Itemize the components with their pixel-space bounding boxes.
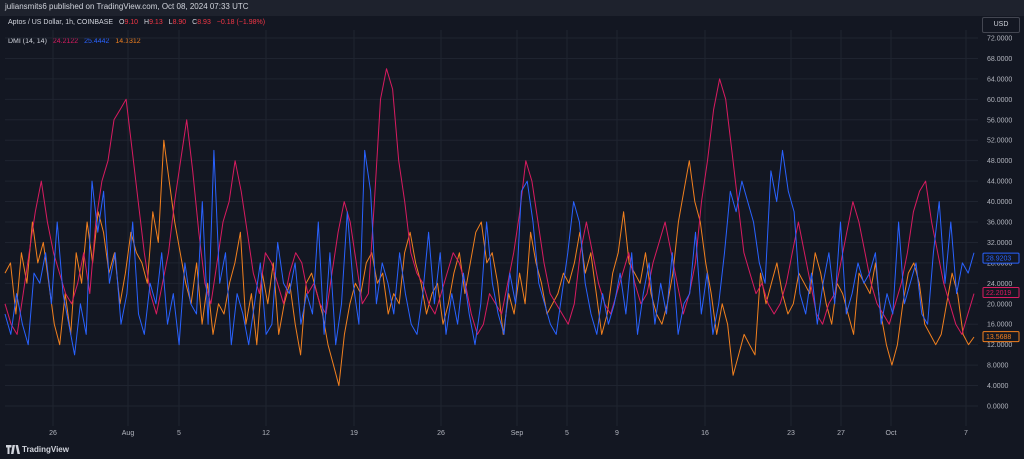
x-axis: 26 Aug 5 12 19 26 Sep 5 9 16 23 27 Oct 7: [49, 430, 968, 437]
high-value: 9.13: [149, 19, 163, 26]
x-tick-label: 7: [964, 430, 968, 437]
y-tick-label: 56.0000: [987, 117, 1012, 124]
footer-brand: TradingView: [22, 445, 69, 454]
series-line: [4, 149, 975, 356]
chart-series: [4, 68, 975, 387]
x-tick-label: 19: [350, 430, 358, 437]
y-tick-label: 28.0000: [987, 260, 1012, 267]
x-tick-label: 12: [262, 430, 270, 437]
x-tick-label: 5: [177, 430, 181, 437]
close-label: C: [192, 19, 198, 26]
x-tick-label: Aug: [122, 430, 135, 437]
y-tick-label: 20.0000: [987, 301, 1012, 308]
indicator-adx-value: 24.2122: [52, 38, 79, 45]
x-tick-label: 23: [787, 430, 795, 437]
y-tick-label: 32.0000: [987, 240, 1012, 247]
dmi-chart[interactable]: 72.0000 68.0000 64.0000 60.0000 56.0000 52.00…: [0, 0, 1024, 440]
publish-text: juliansmits6 published on TradingView.co…: [5, 2, 249, 11]
y-tick-label: 60.0000: [987, 97, 1012, 104]
low-label: L: [168, 19, 173, 26]
last-value-label: 28.9203: [986, 256, 1011, 263]
symbol-name: Aptos / US Dollar, 1h, COINBASE: [8, 19, 114, 26]
y-tick-label: 12.0000: [987, 342, 1012, 349]
open-value: 9.10: [124, 19, 139, 26]
y-tick-label: 64.0000: [987, 76, 1012, 83]
last-value-badge: [982, 252, 1020, 264]
currency-button[interactable]: USD: [982, 17, 1020, 33]
y-tick-label: 16.0000: [987, 322, 1012, 329]
high-label: H: [144, 19, 150, 26]
x-tick-label: 9: [615, 430, 619, 437]
last-value-label: 22.2019: [986, 290, 1011, 297]
indicator-plus-di-value: 25.4442: [84, 38, 110, 45]
x-tick-label: Sep: [511, 430, 524, 437]
y-tick-label: 72.0000: [987, 36, 1012, 43]
y-axis: 72.0000 68.0000 64.0000 60.0000 56.0000 52.00…: [987, 36, 1012, 411]
y-tick-label: 36.0000: [987, 220, 1012, 227]
tradingview-logo-icon: [6, 445, 20, 454]
change-value: −0.18 (−1.98%): [216, 19, 266, 26]
x-tick-label: Oct: [886, 430, 897, 437]
y-tick-label: 44.0000: [987, 179, 1012, 186]
y-tick-label: 40.0000: [987, 199, 1012, 206]
last-value-badge: [982, 331, 1020, 343]
last-value-label: 13.5688: [986, 334, 1011, 341]
last-value-labels: 28.9203 13.5688 22.2019: [982, 252, 1020, 343]
y-tick-label: 52.0000: [987, 138, 1012, 145]
open-label: O: [119, 19, 125, 26]
x-tick-label: 27: [837, 430, 845, 437]
y-tick-label: 8.0000: [987, 363, 1009, 370]
x-tick-label: 16: [701, 430, 709, 437]
x-tick-label: 5: [565, 430, 569, 437]
x-tick-label: 26: [49, 430, 57, 437]
low-value: 8.90: [172, 19, 187, 26]
series-line: [4, 68, 975, 335]
chart-grid: [5, 30, 978, 426]
last-value-badge: [982, 287, 1020, 299]
footer: TradingView: [0, 440, 1024, 459]
y-tick-label: 68.0000: [987, 56, 1012, 63]
y-tick-label: 48.0000: [987, 158, 1012, 165]
close-value: 8.93: [197, 19, 211, 26]
indicator-name: DMI (14, 14): [8, 38, 47, 45]
y-tick-label: 0.0000: [987, 404, 1009, 411]
symbol-legend: Aptos / US Dollar, 1h, COINBASE O9.10 H9…: [8, 19, 269, 26]
y-tick-label: 24.0000: [987, 281, 1012, 288]
y-tick-label: 4.0000: [987, 383, 1009, 390]
x-tick-label: 26: [437, 430, 445, 437]
publish-bar: juliansmits6 published on TradingView.co…: [0, 0, 1024, 16]
